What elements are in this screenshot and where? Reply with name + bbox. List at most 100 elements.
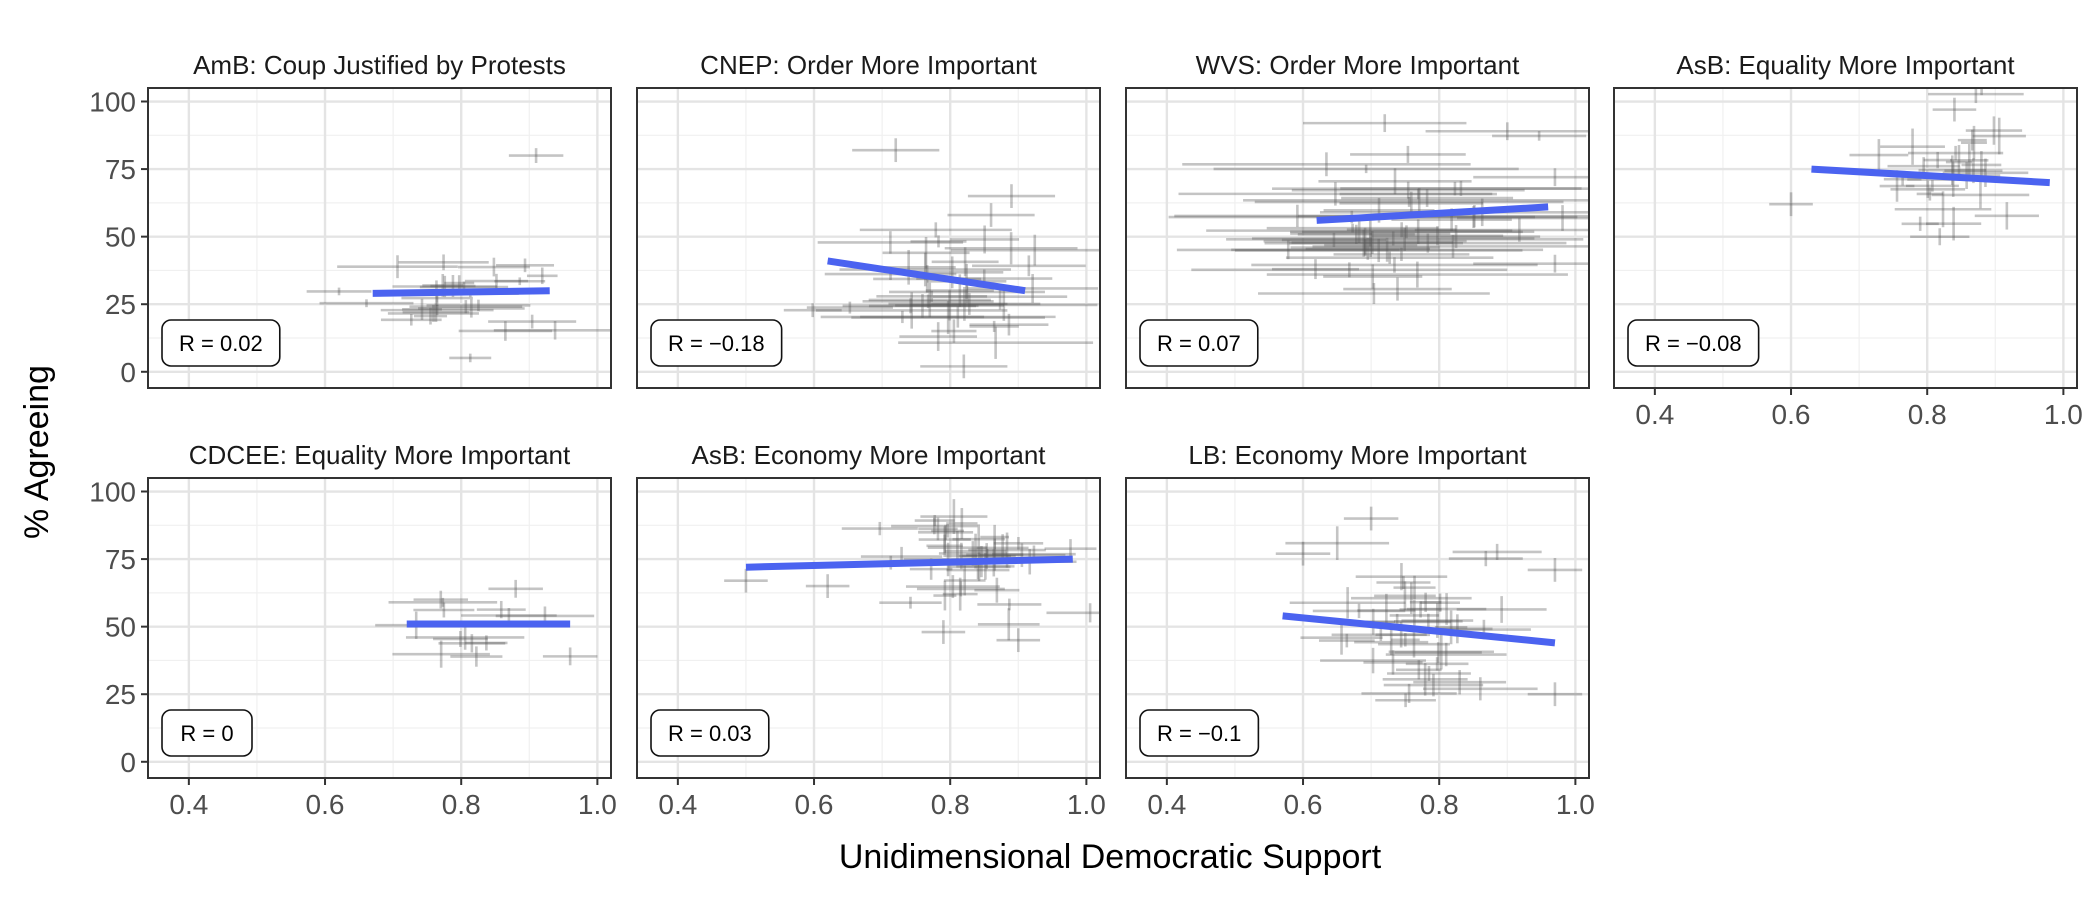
x-tick-label: 0.8 [1908,399,1947,430]
x-tick-label: 1.0 [578,789,617,820]
data-point [1351,582,1472,615]
regression-line [1282,612,1556,647]
data-point [905,575,1000,599]
y-tick-label: 75 [105,544,136,575]
annotation-box [650,709,770,757]
data-point [931,319,977,343]
data-point [1880,128,1945,165]
data-point [1961,125,1987,160]
data-point [944,232,1078,265]
data-points [1769,88,2039,246]
data-point [1423,677,1538,701]
data-point [910,235,967,248]
panel-border [147,477,612,779]
data-points [375,579,598,668]
data-point [1226,227,1584,251]
data-point [1291,231,1454,255]
data-point [1346,222,1457,238]
data-point [398,254,489,271]
data-point [914,514,955,527]
data-point [931,524,965,538]
panel-title: AsB: Economy More Important [691,440,1046,470]
data-point [947,203,1035,227]
data-point [996,628,1041,653]
data-point [980,524,1009,550]
data-point [1176,240,1400,260]
data-point [1396,660,1442,680]
data-point [1343,277,1452,301]
data-point [916,581,1005,597]
data-point [1263,227,1467,255]
facet-panel: WVS: Order More Important R = 0.07 [1125,50,1590,389]
panel-border [636,477,1101,779]
data-point [1375,693,1436,708]
data-point [1178,182,1493,206]
data-point [815,292,1008,329]
data-point [942,577,978,611]
annotation-box [161,709,253,757]
data-point [1965,116,2023,145]
data-point [488,579,543,598]
data-point [952,524,1005,554]
data-point [1950,144,1989,177]
data-point [976,534,1029,562]
data-point [1312,603,1406,619]
data-point [933,580,957,611]
correlation-label: R = −0.18 [668,331,765,356]
data-point [402,298,442,320]
x-tick-label: 0.6 [1772,399,1811,430]
data-point [899,322,978,351]
y-tick-label: 50 [105,612,136,643]
data-point [1231,237,1544,262]
data-point [1372,225,1541,249]
data-point [1382,663,1468,696]
data-point [931,247,999,277]
data-point [1331,628,1431,641]
data-point [879,596,942,609]
data-point [1271,259,1360,280]
data-point [1285,251,1494,264]
data-point [918,526,971,553]
data-point [1305,238,1431,260]
data-point [1473,254,1589,273]
data-point [1374,581,1436,611]
data-point [1406,593,1487,625]
data-point [1350,145,1466,163]
data-point [337,255,458,279]
data-point [392,640,490,668]
x-tick-label: 1.0 [1067,789,1106,820]
data-point [920,354,1008,379]
y-tick-label: 0 [120,747,136,778]
data-point [1908,145,2004,161]
data-point [805,574,850,598]
data-point [1044,539,1097,559]
data-point [426,299,531,312]
data-point [1448,550,1523,567]
data-point [1393,575,1436,600]
data-point [1323,264,1423,289]
y-axis-label: % Agreeing [18,365,56,539]
data-point [433,631,488,647]
data-point [405,625,525,650]
data-point [1371,226,1504,246]
correlation-label: R = −0.08 [1645,331,1742,356]
panel-title: LB: Economy More Important [1188,440,1527,470]
correlation-annotation: R = 0 [161,709,253,757]
annotation-box [1139,709,1260,757]
data-point [413,307,448,325]
panel-border [147,87,612,389]
data-point [1383,673,1484,697]
y-tick-label: 25 [105,289,136,320]
data-point [1452,543,1542,560]
data-point [876,290,988,302]
panel-border [1613,87,2078,389]
data-point [943,565,986,596]
data-point [868,294,977,318]
data-point [388,597,498,607]
x-tick-label: 0.4 [169,789,208,820]
data-point [409,300,523,314]
correlation-label: R = 0 [180,721,233,746]
facet-panel: CDCEE: Equality More Important R = 0 0.4 0.… [89,440,617,820]
data-point [817,231,964,254]
data-point [413,590,469,609]
